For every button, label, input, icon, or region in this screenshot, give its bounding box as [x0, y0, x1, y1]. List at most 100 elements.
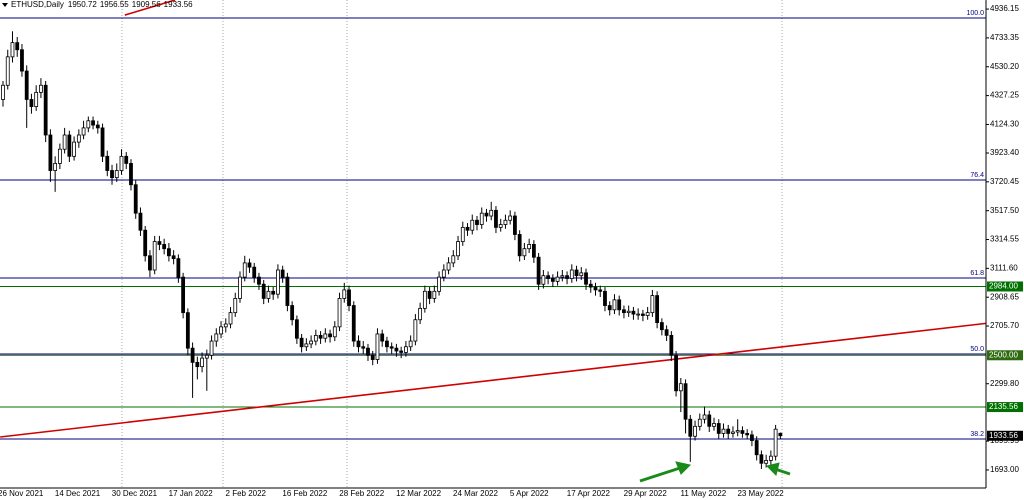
- candle-body: [588, 283, 593, 288]
- candle-body: [735, 430, 740, 433]
- candle-body: [366, 347, 370, 356]
- arrow: [639, 466, 681, 483]
- candle-body: [5, 56, 10, 86]
- candle-body: [664, 329, 669, 336]
- candle-body: [304, 343, 309, 348]
- candle-body: [62, 134, 67, 150]
- candle-body: [370, 354, 375, 360]
- candle-body: [214, 333, 219, 342]
- y-tick-label: 2705.70: [990, 321, 1019, 330]
- candle-body: [375, 333, 380, 360]
- candle-body: [494, 209, 498, 228]
- candle-body: [446, 262, 451, 271]
- candle-body: [200, 357, 204, 368]
- candle-body: [721, 428, 726, 434]
- candle-body: [53, 163, 58, 171]
- candle-body: [697, 418, 702, 427]
- candle-body: [57, 148, 62, 164]
- axis-layer: 4936.15 4733.35 4530.20 4327.25 4124.30 3923.…: [0, 4, 1023, 498]
- y-tick-label: 3517.50: [990, 206, 1019, 215]
- candle-body: [105, 155, 110, 171]
- candle-body: [508, 215, 513, 221]
- x-tick-label: 17 Apr 2022: [567, 489, 611, 498]
- candle-body: [257, 276, 261, 285]
- candle-body: [541, 275, 546, 285]
- price-box-label: 2984.00: [989, 282, 1018, 291]
- candle-body: [750, 434, 754, 441]
- x-tick-label: 28 Feb 2022: [339, 489, 384, 498]
- candle-body: [29, 99, 34, 107]
- candle-body: [650, 295, 655, 314]
- y-tick-label: 3720.45: [990, 177, 1019, 186]
- candle-body: [219, 326, 223, 335]
- x-tick-label: 14 Dec 2021: [55, 489, 101, 498]
- x-tick-label: 17 Jan 2022: [169, 489, 214, 498]
- price-box-label: 2135.56: [989, 402, 1018, 411]
- y-tick-label: 3923.40: [990, 148, 1019, 157]
- candle-body: [598, 289, 603, 292]
- candle-body: [565, 275, 569, 279]
- candle-body: [48, 134, 53, 171]
- level-label: 100.0: [966, 10, 984, 17]
- candle-body: [148, 255, 152, 271]
- candle-body: [759, 454, 764, 464]
- candle-body: [531, 244, 536, 258]
- candle-body: [157, 241, 162, 245]
- menu-icon[interactable]: [2, 3, 8, 7]
- candle-body: [498, 224, 503, 228]
- candle-body: [166, 248, 171, 257]
- candle-body: [659, 322, 664, 331]
- candle-body: [626, 310, 631, 314]
- price-box: [987, 281, 1023, 292]
- candle-body: [479, 212, 484, 225]
- x-tick-label: 26 Nov 2021: [0, 489, 44, 498]
- y-tick-label: 3314.55: [990, 235, 1019, 244]
- candle-body: [678, 383, 683, 392]
- candle-body: [745, 433, 750, 436]
- x-tick-label: 16 Feb 2022: [282, 489, 327, 498]
- candle-body: [569, 269, 574, 279]
- candle-body: [323, 333, 328, 339]
- x-tick-label: 30 Dec 2021: [112, 489, 158, 498]
- candle-body: [351, 305, 356, 342]
- candle-body: [114, 170, 119, 179]
- candle-body: [617, 299, 622, 311]
- candle-body: [413, 319, 418, 342]
- candle-body: [716, 423, 721, 434]
- y-tick-label: 4936.15: [990, 4, 1019, 13]
- candle-body: [612, 299, 617, 311]
- candle-body: [731, 431, 735, 434]
- candle-body: [712, 423, 716, 427]
- candle-body: [209, 340, 214, 356]
- trend-line: [0, 322, 986, 438]
- open: 1950.72: [68, 0, 97, 9]
- candle-body: [527, 244, 532, 250]
- candle-body: [328, 333, 332, 338]
- candle-body: [1, 84, 5, 100]
- vertical-grid: [121, 0, 783, 488]
- x-tick-label: 29 Apr 2022: [624, 489, 668, 498]
- annotations: [639, 461, 791, 483]
- candle-body: [517, 234, 522, 257]
- candle-body: [252, 266, 257, 278]
- arrow-head: [766, 462, 780, 476]
- candle-body: [380, 333, 385, 342]
- price-box: [987, 402, 1023, 413]
- candle-body: [399, 350, 404, 353]
- candle-body: [356, 340, 361, 348]
- candle-body: [228, 312, 233, 325]
- candle-body: [389, 346, 394, 349]
- candle-body: [768, 455, 773, 461]
- candle-body: [299, 337, 304, 348]
- candle-body: [129, 163, 133, 186]
- candle-body: [631, 310, 636, 315]
- price-box-label: 2500.00: [989, 350, 1018, 359]
- candle-body: [242, 262, 247, 278]
- candle-body: [100, 127, 105, 157]
- candle-body: [86, 120, 91, 129]
- candle-body: [318, 334, 323, 339]
- candle-body: [309, 340, 314, 345]
- candle-body: [162, 244, 167, 250]
